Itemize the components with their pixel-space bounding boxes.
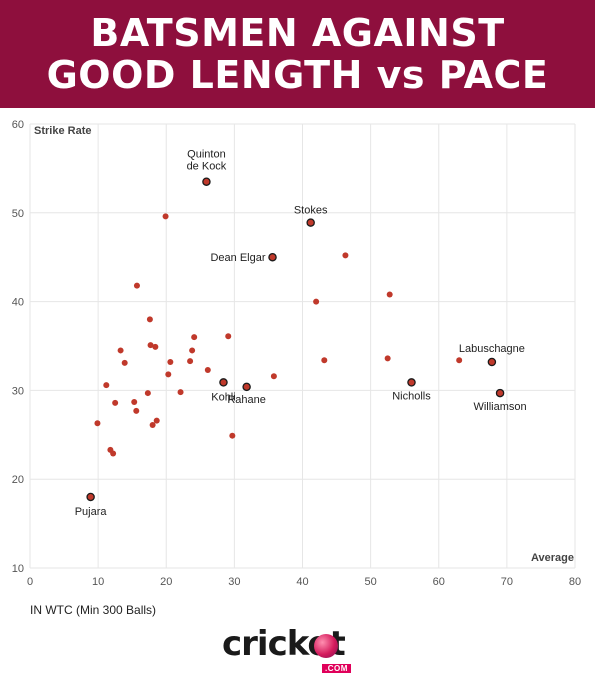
x-tick-label: 10: [92, 576, 104, 588]
data-label: Nicholls: [392, 390, 431, 402]
data-point-highlighted: [306, 218, 315, 227]
data-point: [386, 291, 393, 298]
x-tick-label: 20: [160, 576, 172, 588]
data-point: [321, 357, 328, 364]
x-axis-label: Average: [531, 552, 574, 564]
y-tick-label: 60: [12, 119, 24, 131]
data-point: [270, 373, 277, 380]
data-label: Rahane: [227, 394, 266, 406]
cricket-ball-icon: [314, 634, 338, 658]
data-point: [204, 366, 211, 373]
data-point: [165, 371, 172, 378]
x-tick-label: 60: [433, 576, 445, 588]
x-tick-label: 30: [228, 576, 240, 588]
data-point: [112, 399, 119, 406]
data-point-highlighted: [495, 388, 505, 398]
data-point: [456, 357, 463, 364]
data-point-highlighted: [242, 382, 251, 392]
data-point: [146, 316, 153, 323]
data-point: [117, 347, 124, 354]
x-tick-label: 70: [501, 576, 513, 588]
data-label: Labuschagne: [459, 343, 525, 355]
data-point: [162, 213, 169, 220]
data-point-highlighted: [268, 252, 277, 262]
cricket-com-logo: cricket .COM: [222, 624, 382, 673]
y-tick-label: 30: [12, 385, 24, 397]
data-point: [121, 359, 128, 366]
data-label: Williamson: [473, 401, 526, 413]
x-tick-label: 0: [27, 576, 33, 588]
data-label: Kohli: [211, 391, 235, 403]
data-point: [187, 358, 194, 365]
data-label: Dean Elgar: [210, 252, 265, 264]
y-tick-label: 40: [12, 297, 24, 309]
data-point: [313, 298, 320, 305]
data-point-highlighted: [487, 357, 497, 367]
data-point: [384, 355, 391, 362]
data-point-highlighted: [86, 492, 95, 502]
data-point: [133, 407, 140, 414]
logo-dotcom: .COM: [322, 664, 351, 673]
y-tick-label: 20: [12, 474, 24, 486]
footnote: IN WTC (Min 300 Balls): [30, 603, 157, 617]
y-tick-label: 50: [12, 208, 24, 220]
data-point-highlighted: [219, 378, 228, 387]
data-point: [177, 389, 184, 396]
title-line-2: GOOD LENGTH vs PACE: [46, 53, 549, 97]
data-point: [167, 358, 174, 365]
x-tick-label: 40: [296, 576, 308, 588]
data-point: [131, 398, 138, 405]
x-tick-label: 80: [569, 576, 581, 588]
grid: [29, 123, 576, 569]
data-point: [189, 347, 196, 354]
data-label: Quinton de Kock: [187, 149, 227, 173]
data-point-highlighted: [202, 177, 211, 186]
data-point: [342, 252, 349, 259]
data-point: [149, 422, 156, 429]
data-point: [153, 417, 160, 424]
data-point-highlighted: [407, 378, 416, 387]
data-point: [94, 420, 101, 427]
data-point: [103, 382, 110, 389]
y-tick-label: 10: [12, 563, 24, 575]
data-point: [147, 342, 154, 349]
data-points: [86, 177, 505, 502]
data-point: [191, 334, 198, 341]
data-point: [229, 432, 236, 439]
data-point: [133, 282, 140, 289]
point-labels: Pujara Quinton de Kock Stokes Dean Elgar Kohl…: [75, 149, 527, 518]
x-tick-label: 50: [365, 576, 377, 588]
data-point: [144, 390, 151, 397]
data-point: [225, 333, 232, 340]
data-label: Pujara: [75, 506, 108, 518]
title-banner: BATSMEN AGAINST GOOD LENGTH vs PACE: [0, 0, 595, 108]
data-point: [110, 450, 117, 457]
y-axis-label: Strike Rate: [34, 125, 91, 137]
data-label: Stokes: [294, 205, 328, 217]
title-line-1: BATSMEN AGAINST: [90, 11, 505, 55]
data-point: [152, 343, 159, 350]
